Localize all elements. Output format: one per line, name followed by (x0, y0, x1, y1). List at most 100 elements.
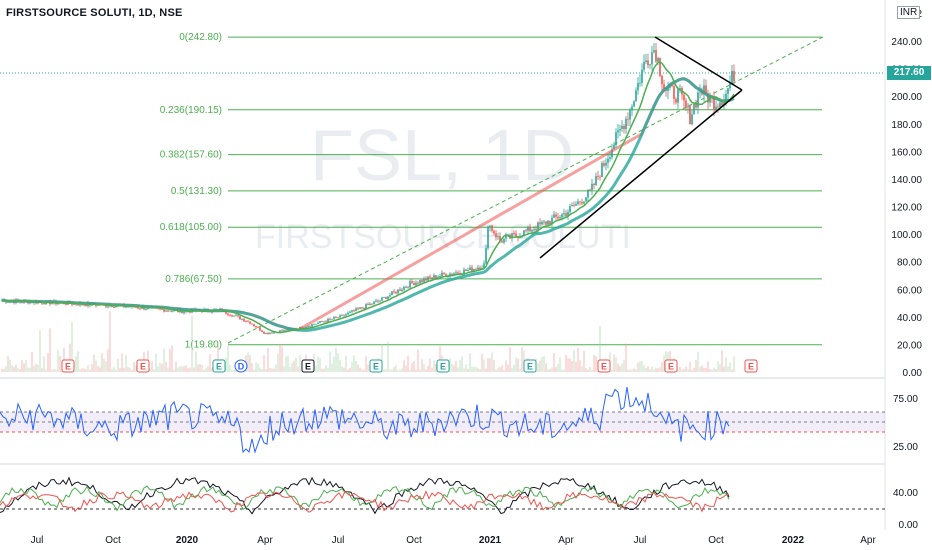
candle-body (137, 307, 139, 309)
candle-body (363, 307, 365, 309)
volume-bar (401, 368, 403, 372)
candle-body (349, 311, 351, 313)
earnings-marker[interactable] (301, 359, 315, 373)
earnings-marker[interactable] (61, 359, 75, 373)
candle-body (385, 297, 387, 299)
triangle-upper-line[interactable] (654, 36, 743, 91)
candle-body (169, 310, 171, 312)
earnings-marker[interactable] (436, 359, 450, 373)
candle-body (265, 332, 267, 334)
candle-body (543, 221, 545, 223)
volume-bar (659, 367, 661, 372)
candle-body (115, 305, 117, 308)
candle-body (477, 267, 479, 270)
candle-body (343, 314, 345, 316)
earnings-marker[interactable] (523, 359, 537, 373)
candle-body (253, 324, 255, 327)
volume-bar (407, 355, 409, 372)
volume-bar (433, 360, 435, 372)
candle-body (531, 230, 533, 232)
candle-body (563, 213, 565, 215)
volume-bar (431, 367, 433, 372)
candle-body (689, 106, 691, 125)
event-marker-label: E (748, 362, 754, 372)
volume-bar (641, 361, 643, 372)
volume-bar (39, 329, 41, 372)
candle-body (471, 267, 473, 272)
earnings-marker[interactable] (597, 359, 611, 373)
volume-bar (409, 369, 411, 372)
volume-bar (691, 369, 693, 372)
candle-body (695, 103, 697, 108)
candle-body (331, 319, 333, 320)
candle-body (571, 205, 573, 207)
volume-bar (259, 367, 261, 372)
candle-body (637, 83, 639, 91)
volume-bar (253, 369, 255, 372)
candle-body (51, 302, 53, 305)
candle-body (399, 289, 401, 291)
candle-body (717, 106, 719, 108)
candle-body (629, 110, 631, 120)
volume-bar (439, 346, 441, 372)
currency-label[interactable]: INR (897, 6, 921, 19)
volume-bar (383, 369, 385, 372)
volume-bar (329, 351, 331, 372)
candle-body (645, 60, 647, 62)
volume-bar (639, 361, 641, 372)
candle-body (491, 225, 493, 231)
candle-body (283, 329, 285, 331)
volume-bar (555, 367, 557, 372)
candle-body (569, 206, 571, 212)
volume-bar (513, 364, 515, 372)
triangle-lower-line[interactable] (539, 89, 743, 259)
earnings-marker[interactable] (212, 359, 226, 373)
volume-bar (207, 366, 209, 372)
volume-bar (79, 369, 81, 372)
rsi-axis[interactable]: 75.00 25.00 (893, 394, 918, 453)
volume-bar (545, 363, 547, 372)
candle-body (345, 314, 347, 316)
volume-bar (91, 364, 93, 372)
candle-body (673, 86, 675, 99)
candle-body (577, 201, 579, 205)
volume-bar (559, 357, 561, 372)
candle-body (547, 220, 549, 225)
price-tick-label: 60.00 (897, 285, 922, 296)
earnings-marker[interactable] (369, 359, 383, 373)
volume-bar (701, 365, 703, 372)
dmi-axis[interactable]: 40.00 0.00 (893, 488, 918, 531)
volume-bar (283, 366, 285, 372)
candle-body (493, 230, 495, 234)
volume-bar (3, 368, 5, 372)
fib-retracement[interactable]: 0(242.80) 0.236(190.15) 0.382(157.60) 0.5(1… (160, 32, 822, 351)
earnings-marker[interactable] (664, 359, 678, 373)
volume-bar (175, 361, 177, 372)
volume-bar (685, 366, 687, 372)
volume-bar (385, 368, 387, 372)
candle-body (263, 331, 265, 334)
volume-bar (353, 355, 355, 372)
candle-body (489, 225, 491, 228)
fib-level-label: 0.382(157.60) (160, 150, 222, 161)
time-tick-label: Oct (708, 535, 724, 546)
dividend-marker[interactable] (234, 359, 248, 373)
volume-bar (351, 362, 353, 372)
triangle-pattern[interactable] (539, 36, 743, 259)
volume-bar (343, 367, 345, 372)
earnings-marker[interactable] (136, 359, 150, 373)
time-axis[interactable]: Jul Oct 2020 Apr Jul Oct 2021 Apr Jul Oct 2022 Apr (31, 535, 877, 546)
candle-body (403, 286, 405, 290)
volume-bar (415, 369, 417, 372)
volume-bar (89, 369, 91, 372)
price-axis[interactable]: 2240.00220.00200.00180.00160.00140.00120… (891, 9, 922, 379)
volume-bar (295, 357, 297, 372)
candle-body (611, 149, 613, 158)
price-tick-label: 40.00 (897, 313, 922, 324)
volume-bar (565, 354, 567, 372)
earnings-marker[interactable] (744, 359, 758, 373)
time-tick-label: Jul (31, 535, 44, 546)
candle-body (371, 303, 373, 305)
